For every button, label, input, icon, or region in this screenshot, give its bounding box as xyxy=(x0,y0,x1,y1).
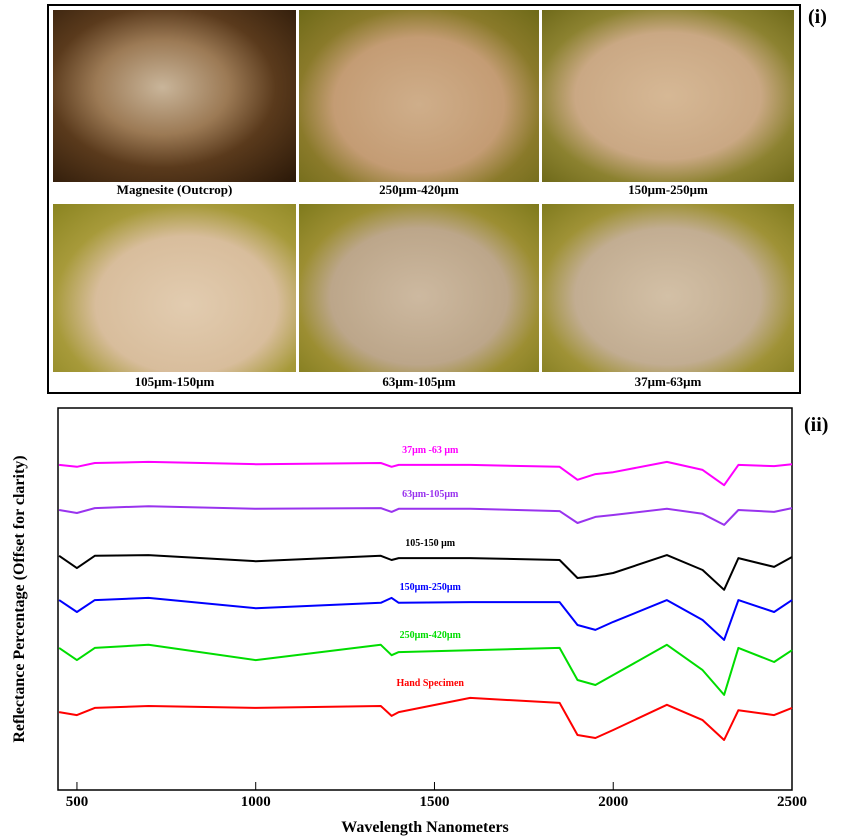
series-line xyxy=(59,698,792,740)
chart: Wavelength Nanometers Reflectance Percen… xyxy=(0,0,854,839)
x-tick-label: 2500 xyxy=(777,794,807,810)
series-label: 105-150 μm xyxy=(405,538,455,549)
series-label: 150μm-250μm xyxy=(400,582,462,593)
x-tick-label: 500 xyxy=(66,794,89,810)
x-axis-title: Wavelength Nanometers xyxy=(341,819,509,836)
series-line xyxy=(59,462,792,485)
series-label: 250μm-420μm xyxy=(400,630,462,641)
series-line xyxy=(59,506,792,525)
page: {"panel_labels": ["(i)", "(ii)"], "photo… xyxy=(0,0,854,839)
series-label: 37μm -63 μm xyxy=(402,445,459,456)
y-axis-title: Reflectance Percentage (Offset for clari… xyxy=(11,455,28,742)
x-tick-label: 1000 xyxy=(241,794,271,810)
x-tick-label: 1500 xyxy=(419,794,449,810)
x-tick-label: 2000 xyxy=(598,794,628,810)
series-label: 63μm-105μm xyxy=(402,489,459,500)
series-label: Hand Specimen xyxy=(396,678,464,689)
